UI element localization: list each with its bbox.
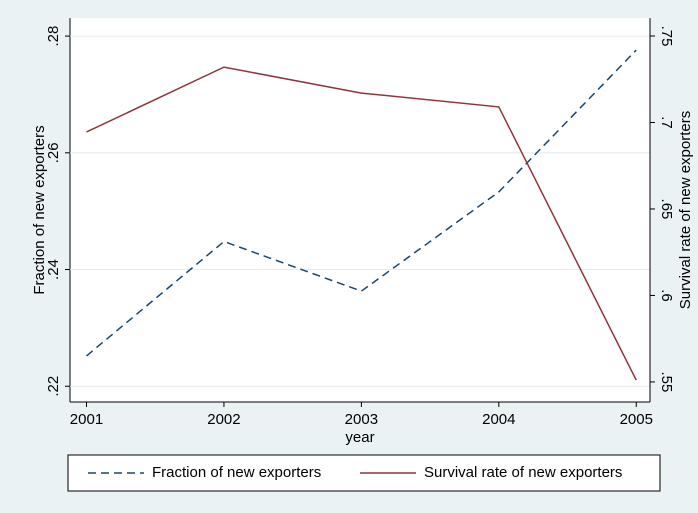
x-axis-title: year <box>345 429 374 446</box>
y2-tick-label: .75 <box>658 26 675 47</box>
series-line <box>86 66 637 381</box>
x-tick-label: 2003 <box>345 411 378 428</box>
y2-axis-title: Survival rate of new exporters <box>677 111 694 309</box>
y-tick-label: .24 <box>45 259 62 280</box>
y2-tick-label: .55 <box>658 372 675 393</box>
x-tick-label: 2004 <box>482 411 515 428</box>
y2-tick-label: .7 <box>658 116 675 129</box>
y2-tick-label: .65 <box>658 199 675 220</box>
legend-label: Survival rate of new exporters <box>424 464 622 481</box>
y-tick-label: .28 <box>45 26 62 47</box>
y-tick-label: .26 <box>45 142 62 163</box>
series-line <box>86 49 637 357</box>
y2-tick-label: .6 <box>658 289 675 302</box>
legend-label: Fraction of new exporters <box>152 464 321 481</box>
y-tick-label: .22 <box>45 376 62 397</box>
y-axis-title: Fraction of new exporters <box>31 125 48 294</box>
x-tick-label: 2002 <box>207 411 240 428</box>
x-tick-label: 2001 <box>70 411 103 428</box>
x-tick-label: 2005 <box>620 411 653 428</box>
plot-area <box>70 18 650 402</box>
